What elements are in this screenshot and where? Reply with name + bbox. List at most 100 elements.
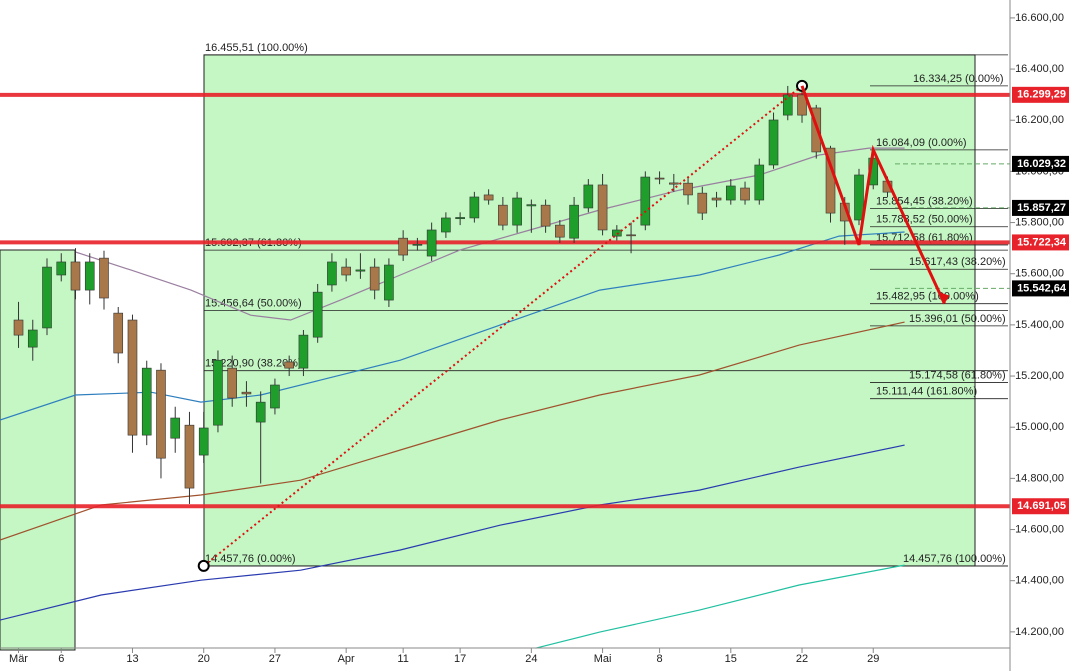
moving-average bbox=[0, 321, 905, 541]
x-tick-label: 29 bbox=[867, 653, 879, 665]
x-tick-label: 24 bbox=[525, 653, 537, 665]
candle-body bbox=[213, 359, 223, 426]
candle-body bbox=[583, 184, 594, 209]
fib-label: 16.455,51 (100.00%) bbox=[205, 42, 308, 54]
candle-body bbox=[768, 119, 779, 166]
candle-body bbox=[711, 197, 722, 201]
candle-body bbox=[170, 417, 181, 439]
candle-body bbox=[369, 266, 380, 291]
candle-body bbox=[654, 177, 665, 180]
fib-label: 14.457,76 (0.00%) bbox=[205, 553, 296, 565]
price-marker bbox=[1012, 280, 1069, 297]
candle-body bbox=[797, 94, 807, 116]
plot: 16.455,51 (100.00%) 16.334,25 (0.00%) 16.0… bbox=[0, 42, 1010, 649]
candle-body bbox=[141, 367, 152, 436]
moving-average bbox=[535, 564, 905, 649]
candle-body bbox=[483, 194, 494, 201]
candle-body bbox=[156, 369, 166, 459]
price-marker-label: 15.857,27 bbox=[1017, 202, 1066, 214]
y-tick-label: 16.400,00 bbox=[1015, 63, 1064, 75]
candle-body bbox=[597, 184, 608, 231]
y-tick-label: 15.800,00 bbox=[1015, 216, 1064, 228]
candle-body bbox=[56, 261, 67, 276]
fib-label: 15.396,01 (50.00%) bbox=[909, 313, 1006, 325]
candle-body bbox=[384, 264, 394, 301]
candle-body bbox=[455, 217, 465, 220]
x-tick-label: 15 bbox=[725, 653, 737, 665]
candle-body bbox=[113, 312, 124, 354]
x-tick-label: 27 bbox=[269, 653, 281, 665]
fib-label: 15.174,58 (61.80%) bbox=[909, 369, 1006, 381]
y-tick-label: 15.400,00 bbox=[1015, 319, 1064, 331]
candle-body bbox=[526, 204, 537, 207]
candle-body bbox=[412, 244, 423, 246]
candle-body bbox=[184, 424, 195, 489]
candle-body bbox=[70, 261, 81, 291]
x-tick-label: 11 bbox=[397, 653, 408, 665]
zigzag bbox=[800, 85, 946, 305]
candle-body bbox=[312, 291, 323, 338]
candle-body bbox=[341, 266, 351, 276]
fib-label: 15.617,43 (38.20%) bbox=[909, 256, 1006, 268]
candle-body bbox=[626, 234, 636, 237]
candle-body bbox=[426, 229, 437, 257]
y-tick-label: 16.200,00 bbox=[1015, 114, 1064, 126]
fib-label: 15.854,45 (38.20%) bbox=[876, 196, 973, 208]
candle-body bbox=[498, 204, 508, 226]
y-tick-label: 14.200,00 bbox=[1015, 626, 1064, 638]
candle-body bbox=[27, 329, 38, 348]
fib-label: 15.220,90 (38.20%) bbox=[205, 358, 302, 370]
price-marker bbox=[1012, 86, 1069, 103]
y-tick-label: 15.600,00 bbox=[1015, 268, 1064, 280]
x-tick-label: Mai bbox=[594, 653, 612, 665]
candle-body bbox=[327, 261, 337, 286]
x-tick-label: 8 bbox=[657, 653, 663, 665]
y-tick-label: 14.400,00 bbox=[1015, 575, 1064, 587]
price-marker-label: 15.722,34 bbox=[1017, 236, 1067, 248]
candle-body bbox=[740, 187, 750, 201]
candle-body bbox=[555, 224, 565, 238]
y-tick-label: 14.800,00 bbox=[1015, 472, 1064, 484]
candle-body bbox=[99, 257, 109, 299]
candle-body bbox=[84, 261, 95, 291]
price-marker-label: 15.542,64 bbox=[1017, 282, 1067, 294]
fib-label: 16.334,25 (0.00%) bbox=[913, 73, 1004, 85]
pivot-point bbox=[197, 559, 210, 572]
fib-label: 15.482,95 (100.00%) bbox=[876, 291, 979, 303]
candle-body bbox=[270, 384, 280, 409]
candle-body bbox=[640, 176, 651, 226]
x-tick-label: 17 bbox=[454, 653, 466, 665]
candle-body bbox=[512, 197, 522, 226]
candle-body bbox=[754, 164, 765, 201]
candle-body bbox=[255, 401, 266, 423]
fib-label: 14.457,76 (100.00%) bbox=[903, 553, 1006, 565]
price-marker bbox=[1012, 199, 1069, 216]
fib-label: 15.783,52 (50.00%) bbox=[876, 214, 973, 226]
moving-average bbox=[0, 444, 905, 621]
x-tick-label: Apr bbox=[338, 653, 355, 665]
fib-label: 15.456,64 (50.00%) bbox=[205, 297, 302, 309]
candle-body bbox=[669, 182, 679, 185]
x-tick-label: Mär bbox=[9, 653, 28, 665]
candle-body bbox=[241, 391, 252, 395]
candle-body bbox=[854, 174, 864, 221]
moving-average bbox=[75, 147, 905, 321]
x-tick-label: 20 bbox=[198, 653, 210, 665]
price-marker-label: 16.299,29 bbox=[1017, 89, 1066, 101]
candle-body bbox=[127, 319, 138, 436]
y-tick-label: 16.600,00 bbox=[1015, 12, 1064, 24]
candle-body bbox=[683, 182, 693, 196]
candle-body bbox=[441, 217, 451, 233]
x-tick-label: 22 bbox=[796, 653, 808, 665]
price-marker bbox=[1012, 498, 1069, 515]
left-zone bbox=[0, 249, 76, 651]
y-tick-label: 15.000,00 bbox=[1015, 421, 1064, 433]
candle-body bbox=[298, 334, 309, 369]
candle-body bbox=[725, 185, 736, 201]
candle-body bbox=[284, 361, 294, 369]
candle-body bbox=[13, 319, 24, 336]
candle-body bbox=[612, 229, 622, 237]
price-marker bbox=[1012, 234, 1069, 251]
x-tick-label: 6 bbox=[58, 653, 64, 665]
